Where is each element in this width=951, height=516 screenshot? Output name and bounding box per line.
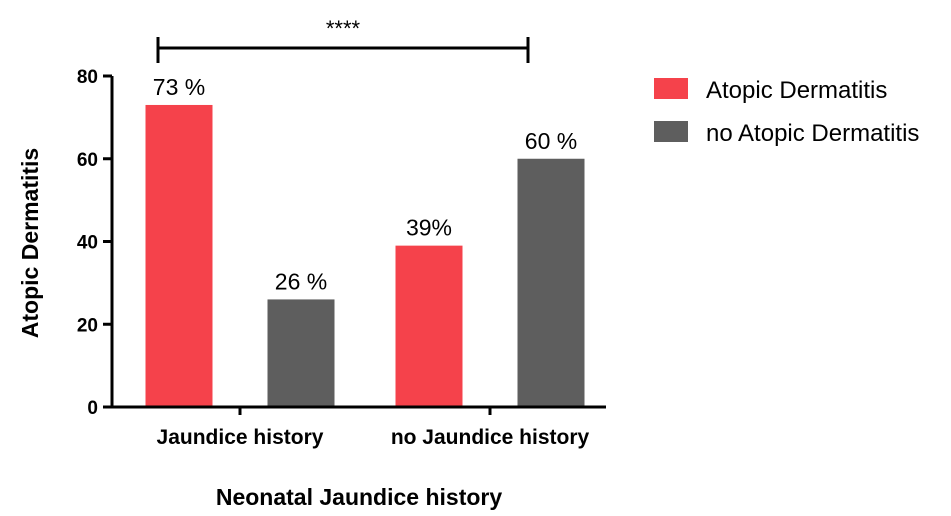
y-tick-label: 20 xyxy=(77,315,98,336)
legend-label: Atopic Dermatitis xyxy=(706,77,887,104)
significance-label: **** xyxy=(326,16,361,41)
bar xyxy=(395,245,463,407)
data-labels-group: 73 % 26 % 39% 60 % xyxy=(153,74,577,294)
bars-group xyxy=(145,104,585,408)
bar xyxy=(267,299,335,407)
x-axis-title: Neonatal Jaundice history xyxy=(216,484,503,510)
significance-bracket xyxy=(156,37,530,63)
x-axis-ticks: Jaundice history no Jaundice history xyxy=(157,407,590,449)
legend: Atopic Dermatitis no Atopic Dermatitis xyxy=(654,77,919,147)
y-tick-label: 0 xyxy=(87,398,98,419)
y-tick-label: 40 xyxy=(77,233,98,254)
data-label: 26 % xyxy=(275,268,327,294)
data-label: 39% xyxy=(406,215,452,241)
legend-label: no Atopic Dermatitis xyxy=(706,120,919,147)
legend-swatch xyxy=(654,121,688,142)
legend-swatch xyxy=(654,78,688,99)
data-label: 60 % xyxy=(525,128,577,154)
data-label: 73 % xyxy=(153,74,205,100)
bar xyxy=(517,158,585,407)
y-tick-label: 80 xyxy=(77,67,98,88)
x-tick-label: Jaundice history xyxy=(157,426,324,449)
y-axis-title: Atopic Dermatitis xyxy=(17,148,43,338)
x-tick-label: no Jaundice history xyxy=(391,426,590,449)
y-tick-label: 60 xyxy=(77,150,98,171)
bar xyxy=(145,104,213,408)
y-axis-ticks: 0 20 40 60 80 xyxy=(77,67,112,419)
